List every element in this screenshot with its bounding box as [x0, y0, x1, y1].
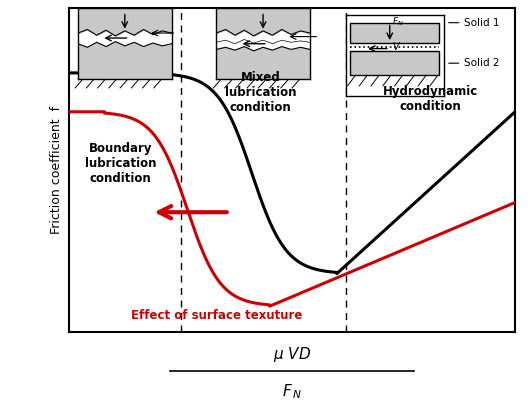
Text: Mixed
lubrication
condition: Mixed lubrication condition [225, 71, 297, 114]
Text: Solid 1: Solid 1 [464, 18, 499, 28]
Text: $\mu\ VD$: $\mu\ VD$ [273, 345, 311, 364]
Text: Effect of surface texuture: Effect of surface texuture [131, 309, 302, 322]
Text: Boundary
lubrication
condition: Boundary lubrication condition [84, 142, 156, 185]
Text: Solid 2: Solid 2 [464, 58, 499, 68]
Text: Hydrodynamic
condition: Hydrodynamic condition [383, 85, 478, 113]
Y-axis label: Friction coefficient  f: Friction coefficient f [50, 106, 64, 234]
Text: $F_{\,N}$: $F_{\,N}$ [282, 382, 302, 401]
